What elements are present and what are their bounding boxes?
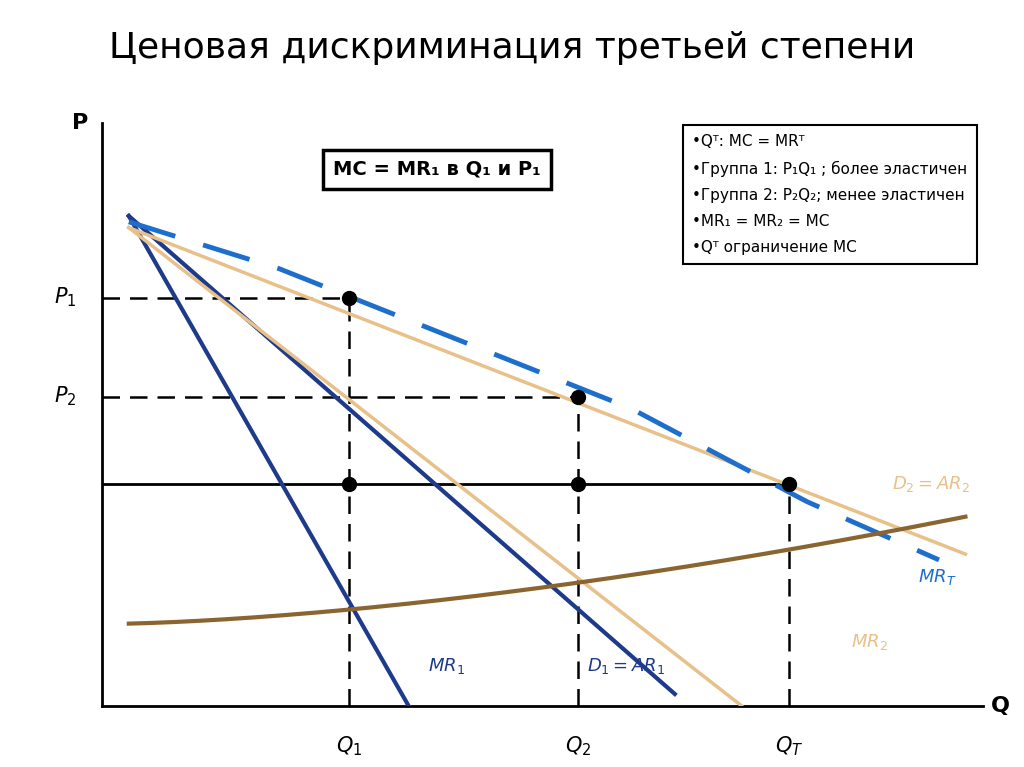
Point <box>569 478 586 490</box>
Text: $D_1 = AR_1$: $D_1 = AR_1$ <box>587 657 665 676</box>
Text: $Q_T$: $Q_T$ <box>775 735 804 759</box>
Text: •Qᵀ: MC = MRᵀ
•Группа 1: P₁Q₁ ; более эластичен
•Группа 2: P₂Q₂; менее эластичен: •Qᵀ: MC = MRᵀ •Группа 1: P₁Q₁ ; более эл… <box>692 134 968 255</box>
Text: Ценовая дискриминация третьей степени: Ценовая дискриминация третьей степени <box>109 31 915 64</box>
Text: $D_2 = AR_2$: $D_2 = AR_2$ <box>892 474 970 494</box>
Point <box>781 478 798 490</box>
Text: P: P <box>73 113 88 133</box>
Point <box>569 390 586 403</box>
Point <box>341 291 357 304</box>
Text: Q: Q <box>991 696 1010 716</box>
Text: $Q_1$: $Q_1$ <box>336 735 362 759</box>
Text: $P_2$: $P_2$ <box>53 385 76 409</box>
Text: $Q_2$: $Q_2$ <box>565 735 591 759</box>
Text: $MR_1$: $MR_1$ <box>428 657 465 676</box>
Point <box>341 478 357 490</box>
Text: MC: MC <box>922 172 955 190</box>
Text: $MR_T$: $MR_T$ <box>919 568 956 588</box>
Text: $MR_2$: $MR_2$ <box>851 631 888 651</box>
Text: $P_1$: $P_1$ <box>53 286 76 309</box>
Text: MC = MR₁ в Q₁ и P₁: MC = MR₁ в Q₁ и P₁ <box>333 160 541 179</box>
